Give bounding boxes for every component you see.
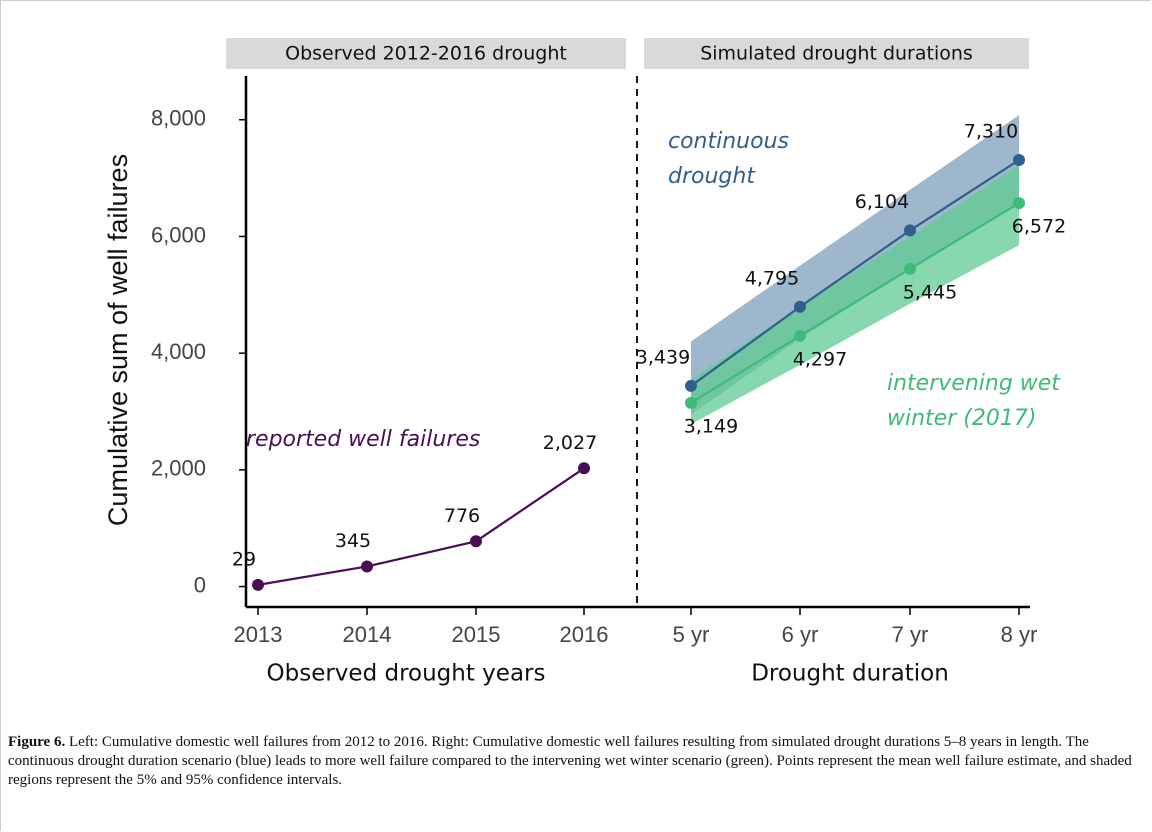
data-label: 6,104: [855, 191, 909, 213]
data-label: 2,027: [543, 432, 597, 454]
y-axis-label: Cumulative sum of well failures: [103, 154, 133, 526]
x-axis-label: Drought duration: [751, 661, 949, 687]
series-annotation: continuous drought: [668, 129, 789, 189]
data-point: [685, 379, 697, 392]
data-label: 5,445: [903, 281, 957, 303]
data-label: 345: [335, 530, 371, 552]
data-point: [904, 224, 916, 237]
x-tick-label: 6 yr: [782, 622, 819, 647]
data-point: [470, 535, 482, 548]
x-axis-label: Observed drought years: [267, 661, 546, 687]
data-point: [1013, 154, 1025, 167]
panel-header-bg: [644, 38, 1029, 69]
data-label: 29: [232, 548, 256, 570]
data-point: [685, 396, 697, 409]
series-annotation: reported well failures: [246, 427, 481, 452]
x-tick-label: 8 yr: [1001, 622, 1038, 647]
data-label: 4,297: [793, 348, 847, 370]
y-tick-label: 0: [194, 572, 206, 597]
series-line: [690, 202, 1020, 404]
data-point: [252, 578, 264, 591]
panel-header: Observed 2012-2016 drought: [285, 43, 567, 65]
data-label: 3,439: [636, 346, 690, 368]
caption-text: Left: Cumulative domestic well failures …: [8, 734, 1132, 788]
chart: Observed 2012-2016 drought Observed droug…: [103, 38, 1066, 687]
data-label: 4,795: [745, 267, 799, 289]
confidence-band: [691, 164, 1019, 425]
caption-label: Figure 6.: [8, 734, 66, 750]
y-tick-label: 6,000: [151, 222, 206, 247]
data-label: 3,149: [684, 415, 738, 437]
series-line: [690, 159, 1020, 387]
data-label: 7,310: [964, 121, 1018, 143]
panel-header-bg: [226, 38, 626, 69]
data-point: [361, 560, 373, 573]
series-annotation: intervening wet winter (2017): [887, 371, 1060, 431]
x-tick-label: 2015: [452, 622, 501, 647]
panel-header: Simulated drought durations: [700, 43, 973, 65]
x-tick-label: 2016: [560, 622, 609, 647]
data-label: 776: [444, 505, 480, 527]
x-tick-label: 5 yr: [673, 622, 710, 647]
data-point: [794, 329, 806, 342]
y-tick-label: 8,000: [151, 106, 206, 131]
data-point: [794, 300, 806, 313]
data-point: [1013, 197, 1025, 210]
series-line: [257, 467, 585, 586]
caption: Figure 6. Left: Cumulative domestic well…: [8, 733, 1146, 790]
data-point: [904, 262, 916, 275]
data-point: [578, 462, 590, 475]
y-tick-label: 4,000: [151, 339, 206, 364]
data-label: 6,572: [1012, 216, 1066, 238]
x-tick-label: 2014: [343, 622, 392, 647]
y-tick-label: 2,000: [151, 456, 206, 481]
x-tick-label: 7 yr: [892, 622, 929, 647]
x-tick-label: 2013: [234, 622, 283, 647]
